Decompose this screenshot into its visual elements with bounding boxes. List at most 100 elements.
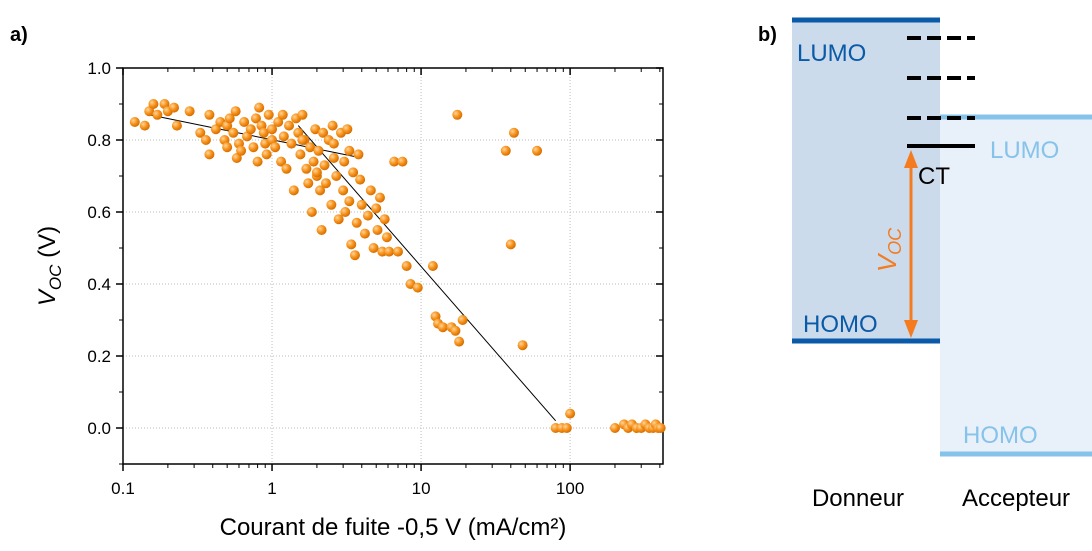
data-point xyxy=(328,153,339,163)
data-point xyxy=(355,174,366,185)
data-point xyxy=(348,167,359,178)
data-point xyxy=(412,282,423,293)
data-point xyxy=(342,124,353,135)
data-point xyxy=(319,160,330,171)
ct-label: CT xyxy=(918,163,950,190)
x-axis-title: Courant de fuite -0,5 V (mA/cm²) xyxy=(220,514,567,541)
x-tick-label: 1 xyxy=(267,479,276,498)
data-point xyxy=(195,127,206,138)
data-point xyxy=(139,120,150,131)
data-point xyxy=(308,156,319,167)
data-point xyxy=(379,214,390,225)
data-point xyxy=(356,199,367,210)
data-point xyxy=(338,185,349,196)
data-point xyxy=(230,106,241,117)
data-point xyxy=(200,135,211,145)
data-point xyxy=(313,145,324,156)
data-point xyxy=(374,192,385,203)
data-point xyxy=(505,239,516,250)
acceptor-caption: Accepteur xyxy=(962,485,1070,512)
donor-band xyxy=(792,20,940,341)
y-tick-label: 0.4 xyxy=(87,275,111,294)
x-tick-label: 10 xyxy=(412,479,431,498)
data-point xyxy=(278,131,289,142)
data-point xyxy=(311,167,322,178)
data-point xyxy=(353,149,364,160)
data-point xyxy=(288,185,299,196)
data-point xyxy=(561,423,572,433)
data-point xyxy=(517,340,528,351)
data-point xyxy=(204,149,215,160)
data-point xyxy=(454,336,465,347)
data-point xyxy=(339,156,350,167)
voc-label: VOC xyxy=(872,227,905,272)
data-point xyxy=(303,178,314,189)
data-point xyxy=(250,113,261,124)
data-point xyxy=(328,138,339,149)
panel-a-label: a) xyxy=(10,24,28,46)
data-point xyxy=(532,145,543,156)
data-point xyxy=(331,171,342,181)
data-point xyxy=(129,117,140,127)
data-point xyxy=(340,207,351,217)
data-point xyxy=(397,156,408,167)
data-point xyxy=(305,142,316,153)
data-point xyxy=(326,199,337,210)
data-point xyxy=(273,117,284,127)
data-point xyxy=(368,243,379,253)
acceptor-homo-label: HOMO xyxy=(963,422,1038,449)
data-point xyxy=(297,109,308,120)
chart-ticks: 0.1 1 10 100 0.0 0.2 0.4 0.6 0.8 1.0 xyxy=(87,59,663,498)
data-point xyxy=(239,117,250,127)
data-point xyxy=(169,102,180,113)
data-point xyxy=(609,423,620,433)
data-point xyxy=(171,120,182,131)
data-point xyxy=(362,210,373,221)
data-point xyxy=(284,120,295,131)
data-point xyxy=(228,127,239,138)
donor-caption: Donneur xyxy=(812,485,904,512)
data-point xyxy=(318,127,329,138)
data-point xyxy=(384,246,395,257)
y-tick-label: 1.0 xyxy=(87,59,111,78)
x-tick-label: 100 xyxy=(556,479,584,498)
data-point xyxy=(344,145,355,156)
y-tick-label: 0.2 xyxy=(87,347,111,366)
chart-frame xyxy=(122,67,664,465)
donor-lumo-label: LUMO xyxy=(797,40,866,67)
data-point xyxy=(301,163,312,174)
data-points xyxy=(129,99,666,433)
y-axis-title: VOC (V) xyxy=(34,226,65,306)
data-point xyxy=(254,102,265,113)
data-point xyxy=(248,142,259,153)
data-point xyxy=(316,225,327,235)
y-tick-label: 0.0 xyxy=(87,419,111,438)
voc-label-main: V xyxy=(872,252,902,272)
data-point xyxy=(365,185,376,196)
chart-grid xyxy=(123,68,663,464)
x-tick-label: 0.1 xyxy=(111,479,135,498)
data-point xyxy=(508,127,519,138)
data-point xyxy=(450,325,461,336)
data-point xyxy=(349,250,360,261)
data-point xyxy=(286,138,297,149)
data-point xyxy=(500,145,511,156)
data-point xyxy=(184,106,195,117)
data-point xyxy=(327,120,338,131)
data-point xyxy=(392,246,403,257)
data-point xyxy=(565,408,576,419)
data-point xyxy=(231,153,242,163)
data-point xyxy=(224,113,235,124)
data-point xyxy=(222,142,233,153)
donor-homo-label: HOMO xyxy=(803,311,878,338)
acceptor-band xyxy=(940,117,1092,454)
y-axis-title-unit: (V) xyxy=(34,226,61,265)
y-axis-title-sub: OC xyxy=(46,264,65,290)
data-point xyxy=(359,228,370,239)
voc-label-sub: OC xyxy=(885,227,905,255)
data-point xyxy=(351,217,362,228)
data-point xyxy=(236,145,247,156)
data-point xyxy=(267,124,278,135)
y-axis-title-main: V xyxy=(34,288,61,306)
